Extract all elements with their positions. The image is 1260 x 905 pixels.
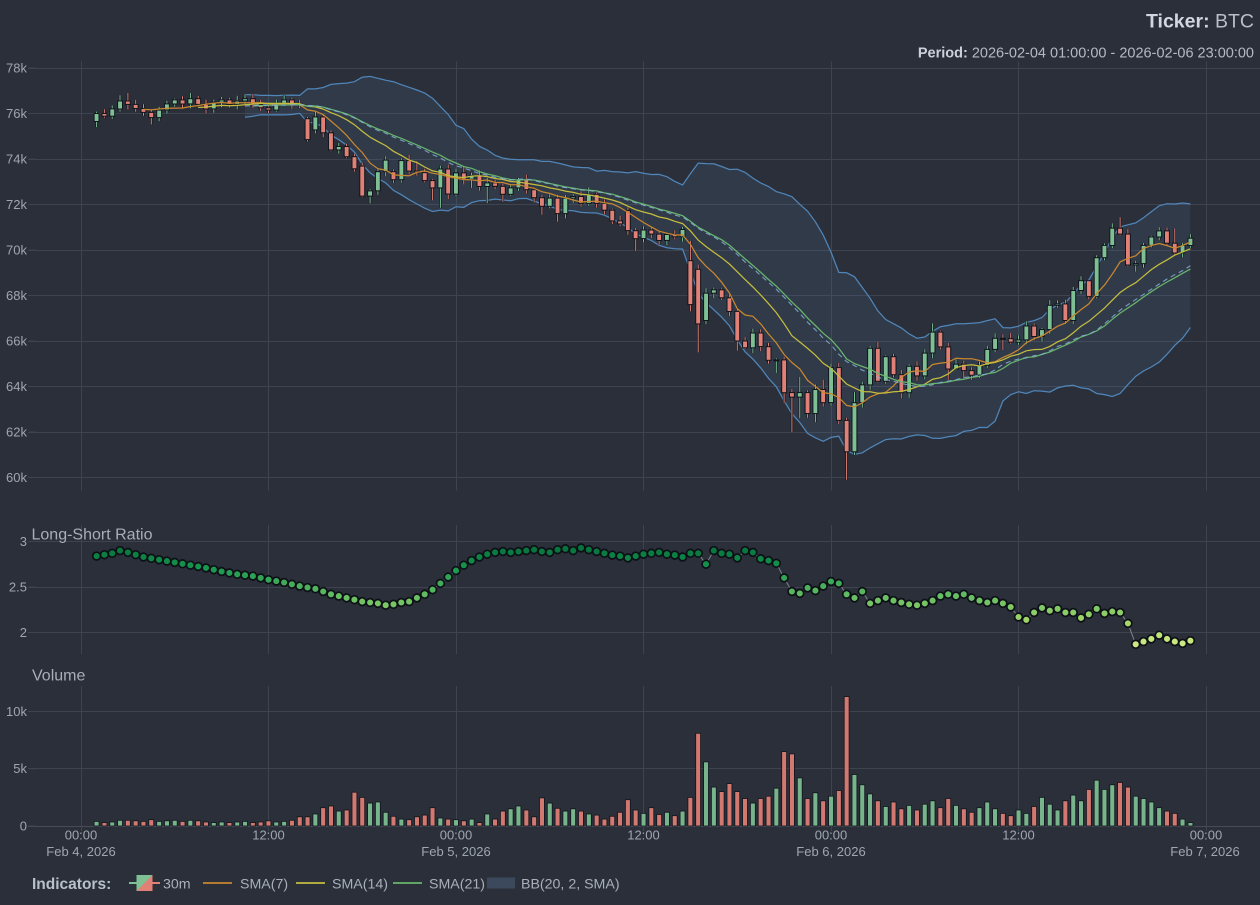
svg-text:12:00: 12:00 <box>1002 828 1035 843</box>
svg-text:Feb 5, 2026: Feb 5, 2026 <box>421 844 490 859</box>
svg-text:30m: 30m <box>163 877 191 893</box>
svg-text:SMA(21): SMA(21) <box>429 877 485 893</box>
svg-text:10k: 10k <box>6 704 27 719</box>
svg-text:2.5: 2.5 <box>9 579 27 594</box>
svg-text:64k: 64k <box>6 379 27 394</box>
svg-text:76k: 76k <box>6 106 27 121</box>
svg-text:SMA(7): SMA(7) <box>240 877 288 893</box>
svg-text:12:00: 12:00 <box>252 828 285 843</box>
svg-text:70k: 70k <box>6 242 27 257</box>
svg-text:Volume: Volume <box>32 668 85 685</box>
svg-text:62k: 62k <box>6 424 27 439</box>
svg-text:68k: 68k <box>6 288 27 303</box>
svg-text:3: 3 <box>20 534 27 549</box>
svg-text:Ticker: BTC: Ticker: BTC <box>1146 11 1254 33</box>
svg-text:60k: 60k <box>6 470 27 485</box>
svg-text:00:00: 00:00 <box>65 828 98 843</box>
svg-text:Long-Short Ratio: Long-Short Ratio <box>32 527 153 544</box>
svg-text:74k: 74k <box>6 151 27 166</box>
svg-text:66k: 66k <box>6 333 27 348</box>
svg-text:5k: 5k <box>13 761 27 776</box>
svg-text:00:00: 00:00 <box>440 828 473 843</box>
svg-text:00:00: 00:00 <box>815 828 848 843</box>
svg-text:0: 0 <box>20 818 27 833</box>
svg-text:SMA(14): SMA(14) <box>332 877 388 893</box>
svg-text:78k: 78k <box>6 60 27 75</box>
svg-text:72k: 72k <box>6 197 27 212</box>
svg-text:Feb 7, 2026: Feb 7, 2026 <box>1170 844 1239 859</box>
svg-text:Indicators:: Indicators: <box>32 876 111 893</box>
svg-text:12:00: 12:00 <box>627 828 660 843</box>
svg-text:00:00: 00:00 <box>1190 828 1223 843</box>
svg-text:Feb 4, 2026: Feb 4, 2026 <box>46 844 115 859</box>
svg-text:Feb 6, 2026: Feb 6, 2026 <box>796 844 865 859</box>
svg-text:2: 2 <box>20 625 27 640</box>
svg-text:BB(20, 2, SMA): BB(20, 2, SMA) <box>521 877 620 893</box>
svg-text:Period: 2026-02-04 01:00:00 -: Period: 2026-02-04 01:00:00 - 2026-02-06… <box>918 46 1254 62</box>
